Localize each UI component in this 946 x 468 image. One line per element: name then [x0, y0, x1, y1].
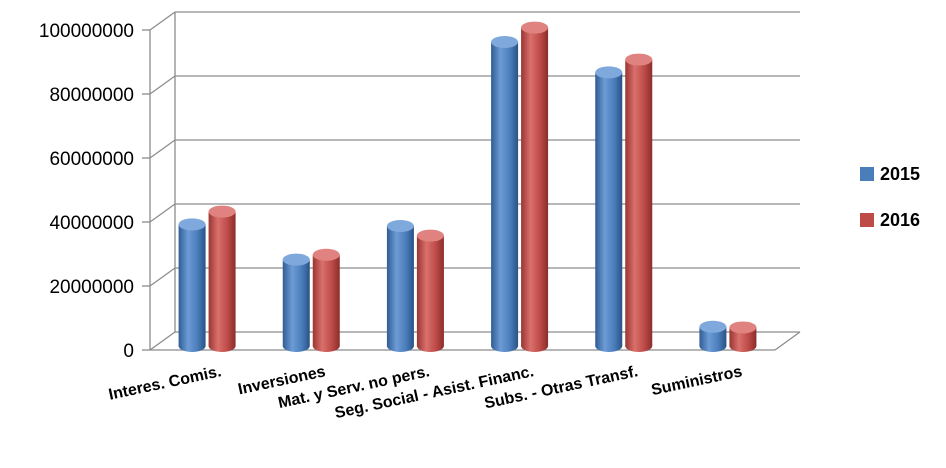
bar-2015-1: [282, 253, 310, 352]
bar-body: [491, 42, 519, 346]
bar-base: [282, 340, 310, 352]
bar-top: [386, 220, 414, 232]
legend-item-2016: 2016: [860, 206, 920, 234]
bar-body: [282, 259, 310, 346]
bar-body: [178, 224, 206, 346]
bar-body: [595, 72, 623, 347]
y-tick-label: 20000000: [49, 277, 134, 298]
bar-top: [521, 21, 549, 34]
bar-top: [312, 248, 340, 261]
y-axis-labels: 0 20000000 40000000 60000000 80000000 1000000…: [39, 21, 134, 362]
bar-base: [699, 340, 727, 352]
x-tick-label: Suministros: [650, 363, 744, 399]
bar-top: [178, 218, 206, 231]
legend-swatch-2015: [860, 167, 874, 181]
bar-2015-2: [386, 220, 414, 352]
bar-2015-4: [595, 66, 623, 352]
bar-base: [595, 340, 623, 352]
bars: [178, 21, 757, 352]
x-tick-label: Interes. Comis.: [107, 363, 223, 403]
bar-base: [178, 340, 206, 352]
legend-item-2015: 2015: [860, 160, 920, 188]
bar-base: [625, 340, 653, 352]
bar-top: [595, 66, 623, 79]
y-tick-label: 0: [123, 341, 134, 362]
y-tick-label: 80000000: [49, 85, 134, 106]
bar-base: [312, 340, 340, 352]
y-tick-label: 40000000: [49, 213, 134, 234]
bar-top: [208, 205, 236, 218]
bar-2016-2: [416, 229, 444, 352]
legend-swatch-2016: [860, 213, 874, 227]
bar-2015-5: [699, 320, 727, 352]
grid-depth-line: [149, 139, 176, 159]
grid-depth-line: [149, 267, 176, 287]
bar-top: [625, 53, 653, 66]
y-tick-label: 60000000: [49, 149, 134, 170]
bar-top: [699, 320, 727, 333]
bar-top: [282, 253, 310, 266]
bar-2016-3: [521, 21, 549, 352]
legend-label-2016: 2016: [880, 209, 921, 230]
bar-top: [491, 36, 519, 48]
bar-top: [729, 321, 757, 334]
bar-body: [416, 235, 444, 346]
bar-body: [625, 59, 653, 346]
bar-2015-0: [178, 218, 206, 352]
legend: 2015 2016: [860, 160, 920, 252]
bar-base: [416, 340, 444, 352]
grid-depth-line: [149, 75, 176, 95]
bar-base: [729, 340, 757, 352]
bar-base: [521, 340, 549, 352]
bar-body: [521, 27, 549, 346]
bar-base: [491, 340, 519, 352]
bar-base: [208, 340, 236, 352]
grid-depth-line: [149, 11, 176, 31]
bar-2016-0: [208, 205, 236, 352]
legend-label-2015: 2015: [880, 163, 921, 184]
y-tick-label: 100000000: [39, 21, 134, 42]
bar-2016-4: [625, 53, 653, 352]
floor-right-edge: [774, 331, 801, 351]
bar-2015-3: [491, 36, 519, 352]
grid-depth-line: [149, 331, 176, 351]
bar-2016-1: [312, 248, 340, 352]
grid-depth-line: [149, 203, 176, 223]
bar-body: [386, 226, 414, 346]
bar-body: [208, 211, 236, 346]
bar-base: [386, 340, 414, 352]
bar-top: [416, 229, 444, 242]
bar-body: [312, 254, 340, 346]
grid-lines: [142, 11, 801, 351]
bar-2016-5: [729, 321, 757, 352]
